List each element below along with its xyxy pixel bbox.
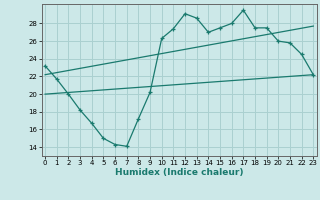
X-axis label: Humidex (Indice chaleur): Humidex (Indice chaleur) [115, 168, 244, 177]
